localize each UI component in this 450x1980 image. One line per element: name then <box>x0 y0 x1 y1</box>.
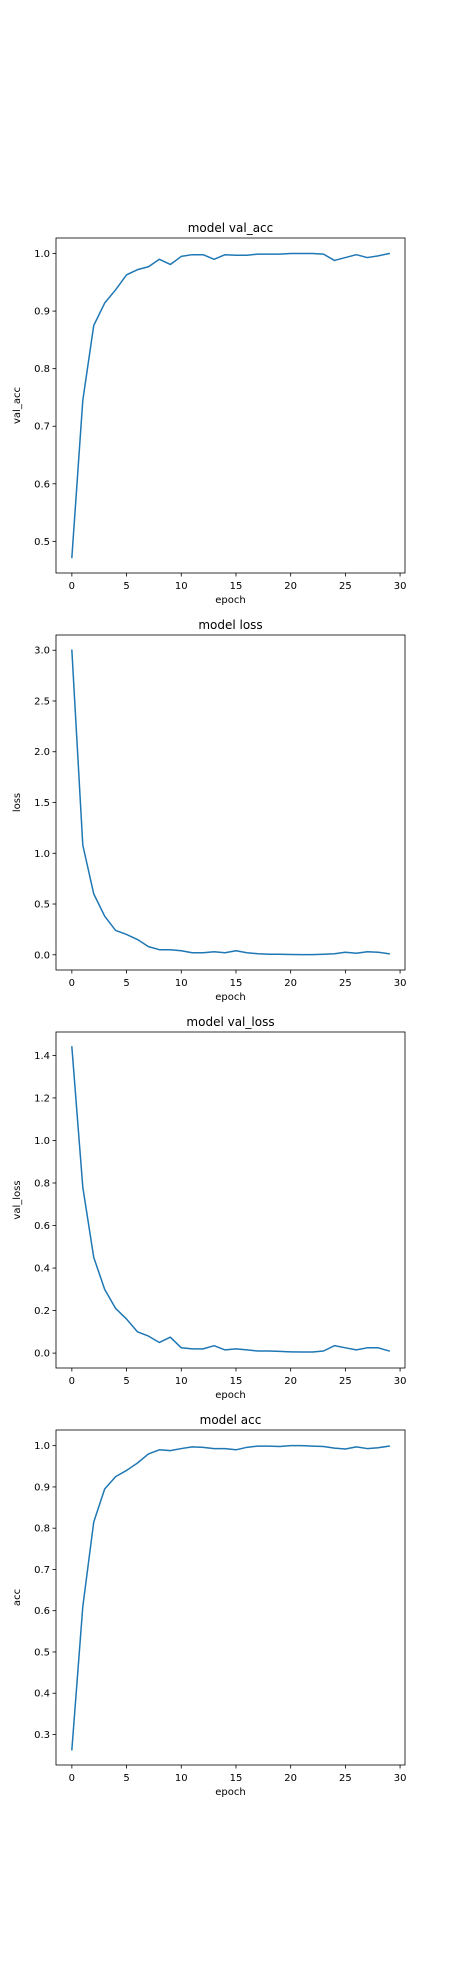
y-tick-label: 0.5 <box>34 1647 50 1658</box>
plot-frame <box>55 1031 406 1369</box>
x-tick-label: 5 <box>123 1376 129 1387</box>
y-tick-label: 0.8 <box>34 364 50 375</box>
x-tick-label: 10 <box>175 1773 188 1784</box>
chart-title: model val_acc <box>188 221 274 235</box>
y-tick-label: 0.6 <box>34 1606 50 1617</box>
chart-2: 0 5 10 15 20 25 30 0.0 0.2 0.4 0.6 0.8 1.0 1.2 1.4 mode… <box>12 1015 406 1401</box>
x-tick-label: 30 <box>394 581 407 592</box>
y-tick-label: 0.4 <box>34 1264 50 1275</box>
x-tick-label: 20 <box>284 1376 297 1387</box>
x-tick-label: 25 <box>339 1773 352 1784</box>
y-tick-label: 0.6 <box>34 479 50 490</box>
series-line <box>71 1046 391 1353</box>
x-tick-label: 10 <box>175 581 188 592</box>
series-line <box>71 252 391 559</box>
x-tick-label: 15 <box>230 1376 243 1387</box>
series-line <box>71 1444 390 1751</box>
y-tick-label: 0.9 <box>34 1482 50 1493</box>
chart-1: 0 5 10 15 20 25 30 0.0 0.5 1.0 1.5 2.0 2.5 3.0 model l… <box>12 618 406 1003</box>
x-tick-label: 20 <box>284 1773 297 1784</box>
x-axis-label: epoch <box>215 595 245 606</box>
x-tick-label: 15 <box>230 978 243 989</box>
x-tick-label: 20 <box>284 978 297 989</box>
chart-title: model val_loss <box>186 1015 274 1029</box>
x-tick-label: 15 <box>230 1773 243 1784</box>
y-tick-label: 0.0 <box>34 1349 50 1360</box>
y-tick-label: 0.7 <box>34 1565 50 1576</box>
chart-title: model acc <box>200 1413 262 1427</box>
chart-3: 0 5 10 15 20 25 30 0.3 0.4 0.5 0.6 0.7 0.8 0.9 1.0 mode… <box>12 1413 406 1798</box>
y-tick-label: 0.5 <box>34 537 50 548</box>
y-tick-label: 1.4 <box>34 1051 50 1062</box>
y-tick-label: 1.2 <box>34 1093 50 1104</box>
x-tick-label: 25 <box>339 581 352 592</box>
y-tick-label: 0.4 <box>34 1689 50 1700</box>
y-tick-label: 2.0 <box>34 747 50 758</box>
plot-frame <box>55 1429 406 1766</box>
y-tick-label: 1.0 <box>34 849 50 860</box>
plot-frame <box>55 237 406 574</box>
x-tick-label: 25 <box>339 978 352 989</box>
y-tick-label: 0.6 <box>34 1221 50 1232</box>
x-axis-label: epoch <box>215 1787 245 1798</box>
y-tick-label: 1.0 <box>34 249 50 260</box>
y-axis-label: val_acc <box>12 387 23 424</box>
x-tick-label: 0 <box>69 1773 75 1784</box>
y-tick-label: 0.7 <box>34 422 50 433</box>
x-tick-label: 5 <box>123 1773 129 1784</box>
x-tick-label: 10 <box>175 1376 188 1387</box>
x-tick-label: 0 <box>69 581 75 592</box>
y-tick-label: 0.5 <box>34 900 50 911</box>
y-tick-label: 2.5 <box>34 696 50 707</box>
y-axis-label: loss <box>12 793 23 812</box>
x-tick-label: 5 <box>123 581 129 592</box>
x-tick-label: 0 <box>69 978 75 989</box>
y-tick-label: 1.0 <box>34 1441 50 1452</box>
y-tick-label: 3.0 <box>34 646 50 657</box>
x-tick-label: 0 <box>69 1376 75 1387</box>
x-tick-label: 30 <box>394 1376 407 1387</box>
x-tick-label: 30 <box>394 978 407 989</box>
y-tick-label: 1.0 <box>34 1136 50 1147</box>
x-axis-label: epoch <box>215 1390 245 1401</box>
x-tick-label: 5 <box>123 978 129 989</box>
y-axis-label: acc <box>12 1589 23 1606</box>
y-tick-label: 0.3 <box>34 1730 50 1741</box>
y-tick-label: 0.8 <box>34 1524 50 1535</box>
y-tick-label: 0.9 <box>34 307 50 318</box>
x-axis-label: epoch <box>215 992 245 1003</box>
chart-title: model loss <box>198 618 262 632</box>
y-tick-label: 1.5 <box>34 798 50 809</box>
y-tick-label: 0.2 <box>34 1306 50 1317</box>
y-axis-label: val_loss <box>12 1180 23 1219</box>
x-tick-label: 15 <box>230 581 243 592</box>
x-tick-label: 10 <box>175 978 188 989</box>
x-tick-label: 20 <box>284 581 297 592</box>
chart-0: 0 5 10 15 20 25 30 0.5 0.6 0.7 0.8 0.9 1.0 model val_… <box>12 221 406 606</box>
x-tick-label: 25 <box>339 1376 352 1387</box>
x-tick-label: 30 <box>394 1773 407 1784</box>
y-tick-label: 0.0 <box>34 950 50 961</box>
series-line <box>71 649 390 956</box>
y-tick-label: 0.8 <box>34 1178 50 1189</box>
